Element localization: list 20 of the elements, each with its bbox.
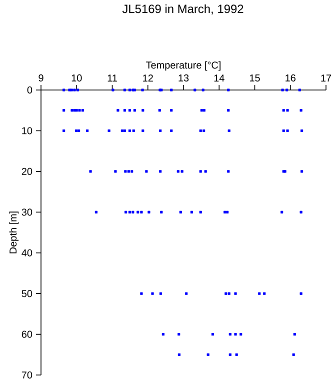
x-axis-title: Temperature [°C]: [146, 61, 220, 71]
y-tick-label: 70: [22, 371, 32, 379]
y-tick-label: 40: [22, 249, 32, 256]
y-tick-label: 10: [22, 127, 32, 134]
x-tick-label: 9: [38, 74, 44, 82]
y-axis-title: Depth [m]: [9, 212, 19, 254]
y-tick-label: 60: [22, 330, 32, 338]
x-tick-label: 10: [72, 74, 82, 82]
y-tick-label: 20: [22, 168, 32, 175]
x-tick-label: 16: [286, 74, 296, 82]
y-tick-label: 0: [27, 86, 32, 94]
x-tick-label: 15: [250, 74, 260, 82]
x-tick-label: 14: [214, 74, 224, 82]
x-tick-label: 17: [321, 74, 332, 82]
chart-title: JL5169 in March, 1992: [122, 4, 244, 15]
y-tick-label: 30: [22, 208, 32, 216]
x-tick-label: 12: [143, 74, 153, 82]
x-tick-label: 13: [178, 74, 189, 82]
y-tick-label: 50: [22, 290, 32, 298]
x-tick-label: 11: [108, 74, 117, 82]
